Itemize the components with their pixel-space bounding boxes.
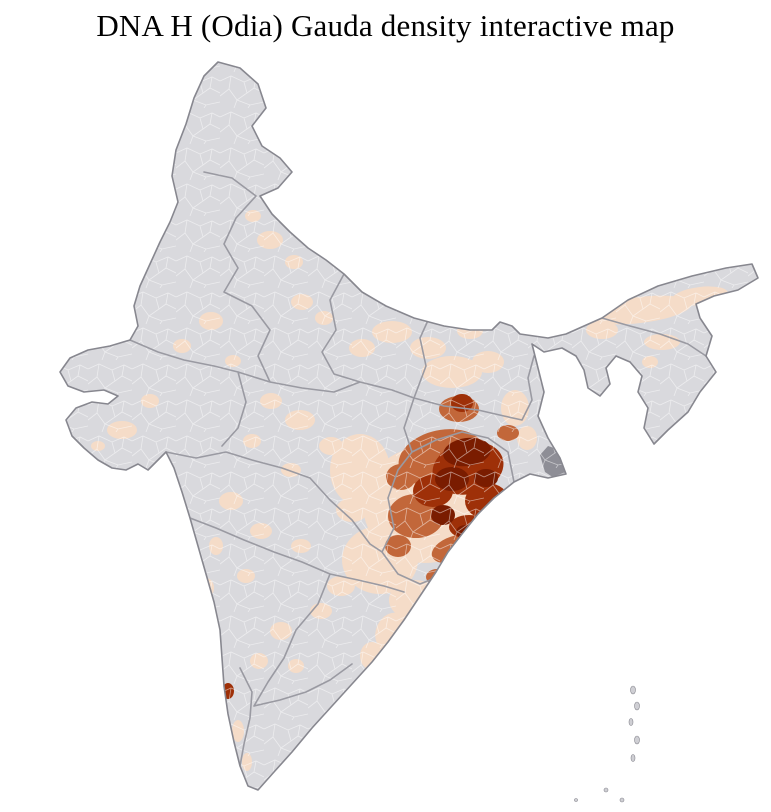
district-boundaries-texture <box>60 62 758 790</box>
density-district[interactable] <box>613 373 631 387</box>
density-district[interactable] <box>607 398 625 412</box>
density-district[interactable] <box>712 313 736 327</box>
india-outline <box>59 61 759 791</box>
page-title: DNA H (Odia) Gauda density interactive m… <box>96 8 675 43</box>
state-borders <box>129 171 707 767</box>
andaman-islands[interactable] <box>574 685 640 803</box>
